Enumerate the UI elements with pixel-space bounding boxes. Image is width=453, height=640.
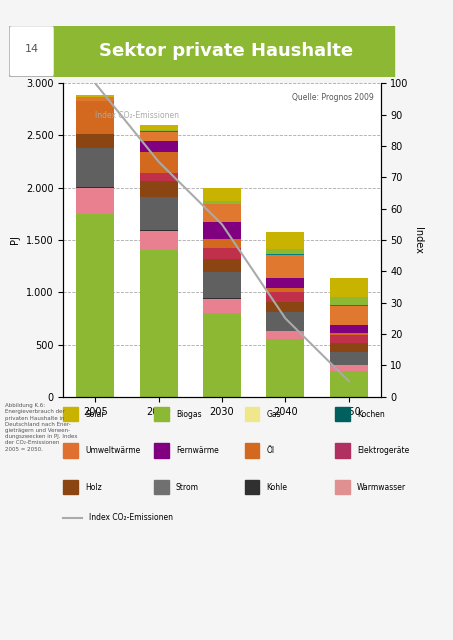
Bar (203, 248, 241, 259)
Bar (330, 306, 368, 324)
Text: Fernwärme: Fernwärme (176, 446, 218, 455)
Text: Abbildung K.6:
Energieverbrauch der
privaten Haushalte in
Deutschland nach Ener-: Abbildung K.6: Energieverbrauch der priv… (5, 403, 77, 452)
Bar (266, 339, 304, 397)
Bar (76, 95, 114, 97)
Bar (335, 444, 350, 458)
Bar (140, 125, 178, 131)
Text: Umweltwärme: Umweltwärme (85, 446, 140, 455)
Text: Solar: Solar (85, 410, 105, 419)
Bar (76, 97, 114, 101)
Bar (140, 250, 178, 397)
Bar (330, 335, 368, 344)
Bar (203, 200, 241, 204)
Bar (140, 173, 178, 181)
Text: Öl: Öl (266, 446, 275, 455)
Bar (330, 333, 368, 335)
Text: Gas: Gas (266, 410, 281, 419)
Text: Warmwasser: Warmwasser (357, 483, 406, 492)
Bar (203, 298, 241, 313)
Bar (154, 480, 169, 494)
Text: 14: 14 (24, 44, 39, 54)
Text: Biogas: Biogas (176, 410, 202, 419)
Bar (140, 181, 178, 196)
Bar (245, 407, 259, 421)
Bar (63, 407, 78, 421)
Bar (266, 278, 304, 288)
Bar (330, 352, 368, 365)
Bar (140, 230, 178, 250)
Y-axis label: PJ: PJ (10, 236, 20, 244)
Bar (203, 204, 241, 222)
Bar (76, 188, 114, 214)
Text: Index CO₂-Emissionen: Index CO₂-Emissionen (95, 111, 179, 120)
Bar (245, 480, 259, 494)
FancyBboxPatch shape (9, 26, 54, 77)
Bar (330, 371, 368, 397)
Bar (335, 480, 350, 494)
Text: Quelle: Prognos 2009: Quelle: Prognos 2009 (293, 93, 374, 102)
Bar (266, 312, 304, 331)
Bar (203, 188, 241, 200)
Y-axis label: Index: Index (413, 227, 423, 253)
Bar (154, 407, 169, 421)
Bar (63, 480, 78, 494)
Bar (140, 132, 178, 141)
Bar (140, 196, 178, 230)
Bar (140, 152, 178, 173)
Bar (245, 444, 259, 458)
Text: Index CO₂-Emissionen: Index CO₂-Emissionen (89, 513, 173, 522)
Bar (266, 292, 304, 301)
Text: Strom: Strom (176, 483, 199, 492)
Bar (203, 272, 241, 298)
Bar (266, 288, 304, 292)
Bar (76, 214, 114, 397)
Bar (154, 444, 169, 458)
Bar (266, 249, 304, 254)
Text: Kohle: Kohle (266, 483, 287, 492)
Bar (76, 148, 114, 187)
Bar (266, 232, 304, 249)
Text: Holz: Holz (85, 483, 102, 492)
Bar (330, 297, 368, 305)
Bar (203, 222, 241, 239)
Bar (54, 26, 394, 77)
Text: Kochen: Kochen (357, 410, 385, 419)
Bar (335, 407, 350, 421)
Bar (330, 324, 368, 333)
Bar (203, 239, 241, 248)
Bar (76, 187, 114, 188)
Bar (203, 313, 241, 397)
Bar (203, 259, 241, 272)
Bar (330, 365, 368, 371)
Bar (76, 134, 114, 148)
Bar (330, 278, 368, 297)
Bar (76, 101, 114, 134)
Bar (266, 331, 304, 339)
Bar (266, 301, 304, 312)
Bar (140, 141, 178, 152)
Text: Elektrogeräte: Elektrogeräte (357, 446, 409, 455)
Bar (330, 344, 368, 352)
Bar (266, 255, 304, 278)
Text: Sektor private Haushalte: Sektor private Haushalte (100, 42, 353, 60)
Bar (63, 444, 78, 458)
